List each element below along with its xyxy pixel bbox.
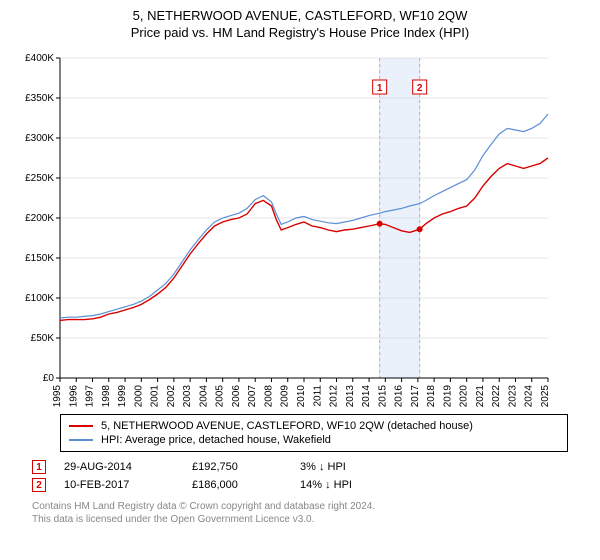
chart-title: 5, NETHERWOOD AVENUE, CASTLEFORD, WF10 2… — [10, 8, 590, 23]
svg-text:2014: 2014 — [361, 385, 372, 408]
svg-text:2006: 2006 — [231, 385, 242, 408]
svg-text:2012: 2012 — [329, 385, 340, 408]
svg-text:£150K: £150K — [25, 253, 54, 264]
legend-item: HPI: Average price, detached house, Wake… — [69, 433, 559, 447]
svg-text:2018: 2018 — [426, 385, 437, 408]
svg-text:2007: 2007 — [247, 385, 258, 408]
legend-label: HPI: Average price, detached house, Wake… — [101, 434, 331, 446]
legend-label: 5, NETHERWOOD AVENUE, CASTLEFORD, WF10 2… — [101, 420, 473, 432]
svg-text:£0: £0 — [43, 373, 55, 384]
chart-legend: 5, NETHERWOOD AVENUE, CASTLEFORD, WF10 2… — [60, 414, 568, 452]
marker-row: 1 29-AUG-2014 £192,750 3% ↓ HPI — [32, 458, 568, 476]
svg-text:2010: 2010 — [296, 385, 307, 408]
svg-text:£300K: £300K — [25, 133, 54, 144]
marker-date: 10-FEB-2017 — [64, 479, 174, 491]
svg-text:2024: 2024 — [524, 385, 535, 408]
marker-row: 2 10-FEB-2017 £186,000 14% ↓ HPI — [32, 476, 568, 494]
chart-plot-area: £0 £50K £100K £150K £200K £250K £300K £350K £400… — [10, 48, 590, 408]
svg-text:2008: 2008 — [263, 385, 274, 408]
svg-text:2017: 2017 — [410, 385, 421, 408]
svg-text:2005: 2005 — [215, 385, 226, 408]
chart-subtitle: Price paid vs. HM Land Registry's House … — [10, 25, 590, 40]
svg-text:2: 2 — [417, 83, 423, 94]
svg-text:1999: 1999 — [117, 385, 128, 408]
svg-text:1996: 1996 — [68, 385, 79, 408]
svg-text:£200K: £200K — [25, 213, 54, 224]
svg-text:2015: 2015 — [377, 385, 388, 408]
chart-container: 5, NETHERWOOD AVENUE, CASTLEFORD, WF10 2… — [0, 0, 600, 534]
svg-text:2022: 2022 — [491, 385, 502, 408]
svg-text:2011: 2011 — [312, 385, 323, 407]
svg-text:2023: 2023 — [507, 385, 518, 408]
marker-delta: 3% ↓ HPI — [300, 461, 400, 473]
marker-price: £186,000 — [192, 479, 282, 491]
svg-text:2021: 2021 — [475, 385, 486, 408]
marker-id-box: 1 — [32, 460, 46, 474]
marker-price: £192,750 — [192, 461, 282, 473]
svg-text:£250K: £250K — [25, 173, 54, 184]
svg-text:2020: 2020 — [459, 385, 470, 408]
svg-text:2001: 2001 — [150, 385, 161, 408]
svg-text:1: 1 — [377, 83, 383, 94]
marker-id-box: 2 — [32, 478, 46, 492]
svg-text:2000: 2000 — [133, 385, 144, 408]
legend-item: 5, NETHERWOOD AVENUE, CASTLEFORD, WF10 2… — [69, 419, 559, 433]
svg-text:1995: 1995 — [52, 385, 63, 408]
svg-text:2013: 2013 — [345, 385, 356, 408]
marker-table: 1 29-AUG-2014 £192,750 3% ↓ HPI 2 10-FEB… — [32, 458, 568, 494]
marker-date: 29-AUG-2014 — [64, 461, 174, 473]
svg-text:2002: 2002 — [166, 385, 177, 408]
legend-swatch — [69, 425, 93, 427]
footnote-line: This data is licensed under the Open Gov… — [32, 513, 568, 526]
svg-text:1998: 1998 — [101, 385, 112, 408]
svg-text:2025: 2025 — [540, 385, 551, 408]
marker-delta: 14% ↓ HPI — [300, 479, 400, 491]
line-chart-svg: £0 £50K £100K £150K £200K £250K £300K £350K £400… — [10, 48, 570, 408]
svg-text:1997: 1997 — [85, 385, 96, 408]
svg-text:£50K: £50K — [31, 333, 55, 344]
svg-text:£400K: £400K — [25, 53, 54, 64]
svg-text:£350K: £350K — [25, 93, 54, 104]
svg-text:2009: 2009 — [280, 385, 291, 408]
legend-swatch — [69, 439, 93, 441]
footnote: Contains HM Land Registry data © Crown c… — [32, 500, 568, 526]
footnote-line: Contains HM Land Registry data © Crown c… — [32, 500, 568, 513]
svg-text:2003: 2003 — [182, 385, 193, 408]
svg-text:2004: 2004 — [198, 385, 209, 408]
svg-text:£100K: £100K — [25, 293, 54, 304]
svg-text:2016: 2016 — [394, 385, 405, 408]
svg-text:2019: 2019 — [442, 385, 453, 408]
